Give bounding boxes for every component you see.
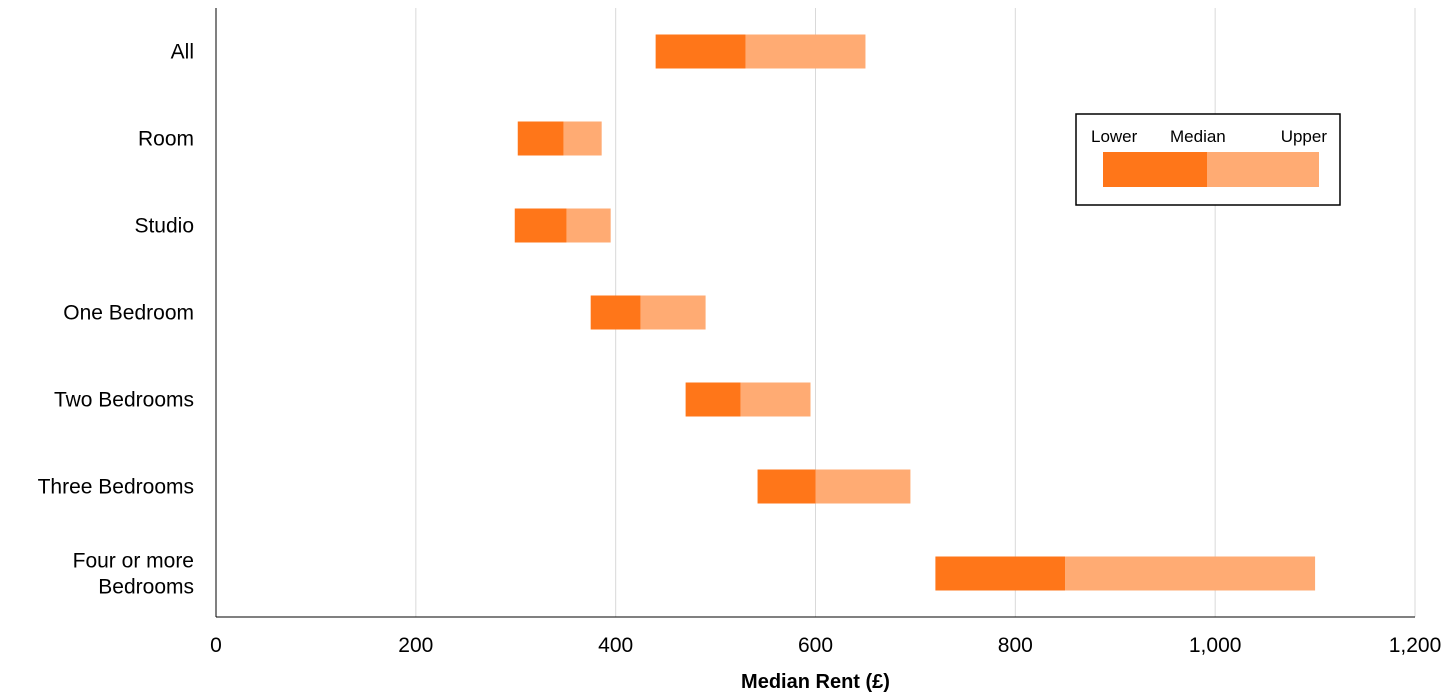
bar-median-upper-3 — [640, 295, 706, 330]
bar-median-upper-4 — [740, 382, 811, 417]
bar-lower-median-6 — [935, 556, 1066, 591]
x-tick-label-4: 800 — [998, 634, 1033, 657]
bar-lower-median-2 — [514, 208, 567, 243]
bar-median-upper-5 — [815, 469, 911, 504]
bar-lower-median-5 — [757, 469, 816, 504]
category-labels: All Room Studio One Bedroom Two Bedrooms Thre… — [38, 41, 194, 599]
x-tick-label-6: 1,200 — [1389, 634, 1442, 657]
category-label-0: All — [171, 41, 194, 64]
x-tick-labels: 0 200 400 600 800 1,000 1,200 — [210, 634, 1441, 657]
bars — [514, 34, 1316, 591]
category-label-2: Studio — [134, 215, 194, 238]
category-label-3: One Bedroom — [63, 302, 194, 325]
legend-label-lower: Lower — [1091, 127, 1138, 146]
category-label-6-line-1: Bedrooms — [98, 576, 194, 599]
category-label-4: Two Bedrooms — [54, 389, 194, 412]
x-tick-label-2: 400 — [598, 634, 633, 657]
x-tick-label-3: 600 — [798, 634, 833, 657]
bar-median-upper-2 — [566, 208, 611, 243]
x-tick-label-0: 0 — [210, 634, 222, 657]
bar-median-upper-1 — [563, 121, 602, 156]
x-axis-title: Median Rent (£) — [741, 671, 890, 693]
legend-swatch-lower-median — [1103, 152, 1207, 187]
bar-median-upper-6 — [1065, 556, 1316, 591]
legend: Lower Median Upper — [1075, 113, 1341, 206]
legend-label-median: Median — [1170, 127, 1226, 146]
x-tick-label-5: 1,000 — [1189, 634, 1242, 657]
category-label-5: Three Bedrooms — [38, 476, 194, 499]
category-label-6-line-0: Four or more — [73, 550, 194, 573]
x-tick-label-1: 200 — [398, 634, 433, 657]
gridlines — [415, 8, 1416, 617]
bar-lower-median-0 — [655, 34, 746, 69]
bar-lower-median-3 — [590, 295, 641, 330]
legend-swatch-median-upper — [1207, 152, 1319, 187]
bar-median-upper-0 — [745, 34, 866, 69]
bar-lower-median-1 — [517, 121, 564, 156]
category-label-1: Room — [138, 128, 194, 151]
legend-label-upper: Upper — [1281, 127, 1328, 146]
bar-lower-median-4 — [685, 382, 741, 417]
